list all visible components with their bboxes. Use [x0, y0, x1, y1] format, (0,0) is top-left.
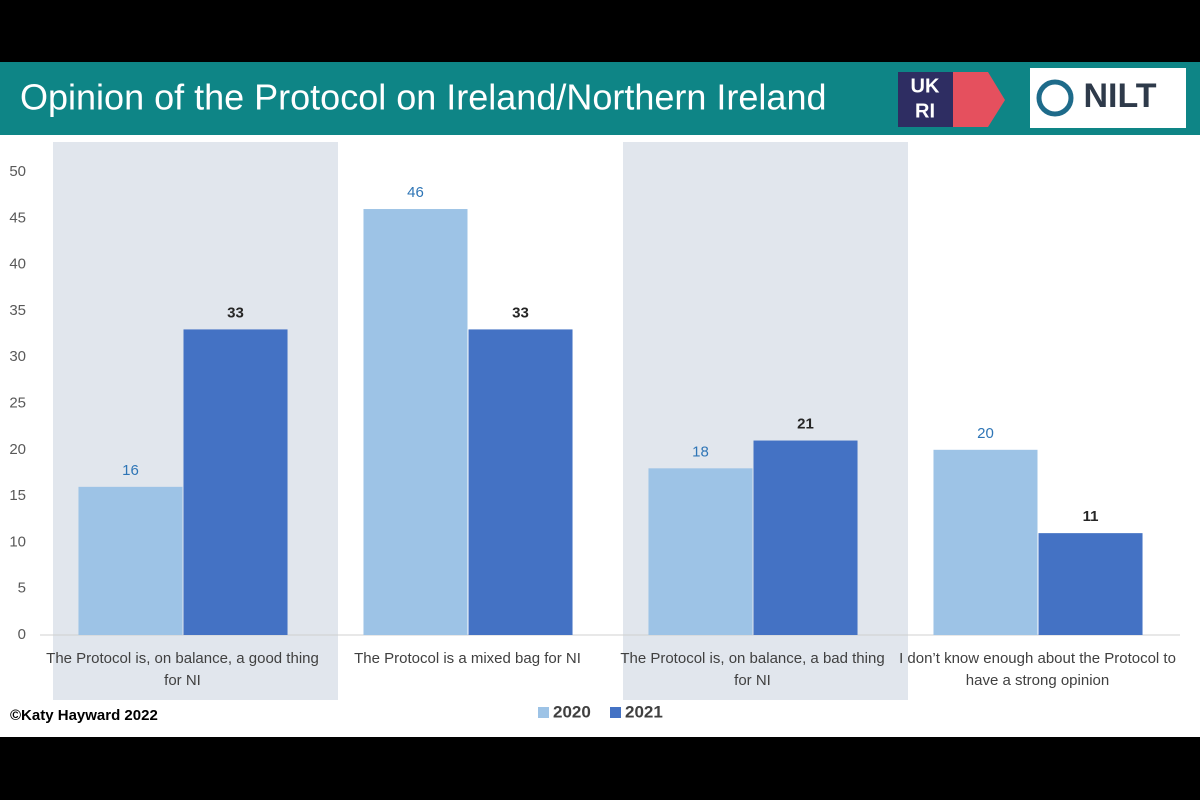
y-tick-label: 50 [9, 163, 26, 180]
slide-title: Opinion of the Protocol on Ireland/North… [20, 77, 826, 118]
legend-label: 2021 [625, 702, 663, 721]
y-tick-label: 30 [9, 348, 26, 365]
x-tick-label: The Protocol is a mixed bag for NI [354, 650, 581, 667]
y-tick-label: 20 [9, 441, 26, 458]
bar [753, 440, 858, 635]
bar [78, 486, 183, 635]
y-tick-label: 40 [9, 256, 26, 273]
legend-label: 2020 [553, 702, 591, 721]
y-tick-label: 5 [18, 580, 26, 597]
logo-text: NILT [1083, 77, 1156, 115]
logo-shape [1036, 79, 1074, 117]
y-tick-label: 15 [9, 487, 26, 504]
x-tick-label: I don’t know enough about the Protocol t… [899, 650, 1176, 689]
y-tick-label: 25 [9, 394, 26, 411]
logo-shape [953, 72, 1005, 127]
bar [648, 468, 753, 635]
data-label: 46 [407, 184, 424, 201]
logo-block [898, 72, 953, 127]
data-label: 18 [692, 443, 709, 460]
y-tick-label: 0 [18, 626, 26, 643]
bar [183, 329, 288, 635]
data-label: 21 [797, 416, 814, 433]
data-label: 20 [977, 425, 994, 442]
logo-block [1030, 68, 1186, 128]
legend-swatch [610, 707, 621, 718]
y-tick-label: 35 [9, 302, 26, 319]
x-tick-label: The Protocol is, on balance, a good thin… [46, 650, 319, 689]
legend-swatch [538, 707, 549, 718]
y-tick-label: 45 [9, 209, 26, 226]
y-tick-label: 10 [9, 533, 26, 550]
data-label: 33 [512, 304, 529, 321]
bar [468, 329, 573, 635]
bar [1038, 533, 1143, 635]
ukri-logo: UK RI [898, 72, 1005, 127]
bar [933, 449, 1038, 635]
logo-text: UK [911, 75, 940, 97]
data-label: 16 [122, 462, 139, 479]
bar [363, 209, 468, 636]
data-label: 11 [1083, 508, 1099, 525]
x-tick-label: The Protocol is, on balance, a bad thing… [620, 650, 885, 689]
data-label: 33 [227, 304, 244, 321]
logo-text: RI [915, 100, 935, 122]
nilt-logo: NILT [1030, 68, 1186, 128]
footer-credit: ©Katy Hayward 2022 [10, 707, 158, 724]
